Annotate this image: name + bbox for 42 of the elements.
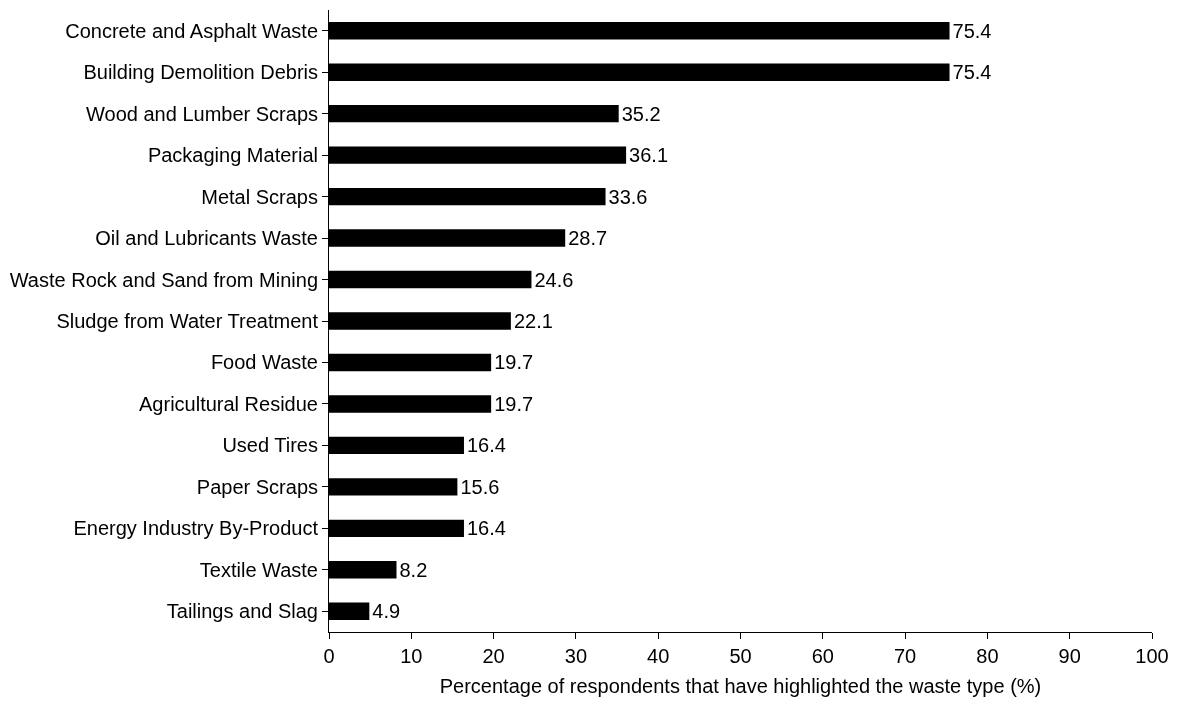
x-tick-label: 40 — [647, 645, 670, 667]
data-label: 35.2 — [621, 102, 661, 125]
y-tick-label: Oil and Lubricants Waste — [95, 227, 318, 250]
y-tick-label: Used Tires — [222, 434, 318, 457]
y-tick-label: Paper Scraps — [196, 475, 318, 498]
x-tick-label: 70 — [893, 645, 917, 667]
x-tick-label: 100 — [1135, 645, 1169, 667]
x-tick-label: 60 — [811, 645, 834, 667]
y-tick-label: Energy Industry By-Product — [73, 517, 319, 540]
x-tick-label: 20 — [482, 645, 505, 667]
data-label: 19.7 — [494, 392, 534, 415]
data-label: 16.4 — [466, 434, 506, 457]
data-label: 28.7 — [568, 227, 608, 250]
data-label: 24.6 — [534, 268, 574, 291]
y-tick-label: Packaging Material — [147, 144, 318, 167]
x-tick-label: 30 — [564, 645, 588, 667]
data-label: 16.4 — [466, 517, 506, 540]
x-tick-label: 90 — [1058, 645, 1081, 667]
y-tick-label: Concrete and Asphalt Waste — [65, 19, 318, 42]
data-label: 19.7 — [494, 351, 534, 374]
y-tick-label: Tailings and Slag — [166, 600, 318, 623]
x-tick-label: 0 — [323, 645, 335, 667]
x-tick-label: 80 — [976, 645, 999, 667]
data-label: 4.9 — [372, 600, 401, 623]
y-tick-label: Agricultural Residue — [139, 392, 318, 415]
x-tick-label: 10 — [400, 645, 423, 667]
data-label: 75.4 — [952, 19, 992, 42]
y-tick-label: Textile Waste — [199, 558, 318, 581]
x-axis-title: Percentage of respondents that have highlighted the waste type (%) — [439, 674, 1042, 697]
data-label: 36.1 — [629, 144, 669, 167]
data-label: 8.2 — [399, 558, 428, 581]
x-tick-label: 50 — [729, 645, 752, 667]
data-label: 22.1 — [513, 310, 553, 332]
data-label: 15.6 — [460, 475, 500, 498]
y-tick-label: Building Demolition Debris — [83, 61, 318, 84]
y-tick-label: Wood and Lumber Scraps — [86, 102, 318, 125]
y-tick-label: Metal Scraps — [201, 185, 318, 208]
data-label: 75.4 — [952, 61, 992, 84]
y-tick-label: Sludge from Water Treatment — [56, 310, 319, 332]
data-label: 33.6 — [608, 185, 648, 208]
y-tick-label: Food Waste — [210, 351, 318, 374]
y-tick-label: Waste Rock and Sand from Mining — [9, 268, 318, 291]
